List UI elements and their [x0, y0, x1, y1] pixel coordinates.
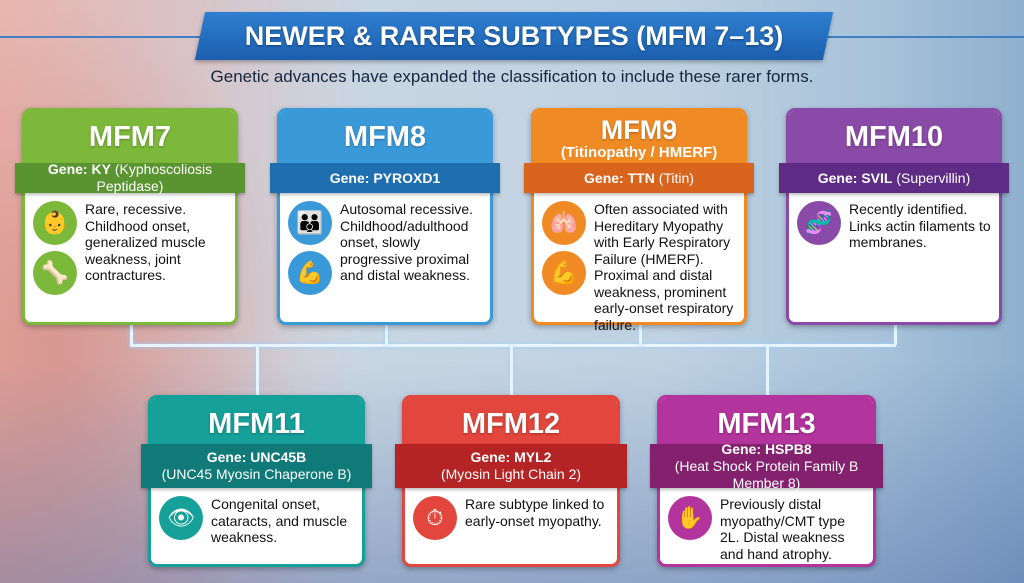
- card-body: ⏱ Rare subtype linked to early-onset myo…: [405, 488, 617, 564]
- gene-symbol: SVIL: [861, 169, 893, 186]
- subtype-name: MFM10: [844, 121, 944, 153]
- gene-label: Gene:: [329, 169, 370, 186]
- subtype-description: Often associated with Hereditary Myopath…: [594, 201, 734, 333]
- card-header: MFM10: [789, 111, 999, 172]
- gene-full-name: (Myosin Light Chain 2): [440, 466, 582, 482]
- gene-label: Gene:: [206, 449, 247, 465]
- knee-joint-icon: 🦴: [33, 251, 77, 295]
- gene-full-name: (Titin): [658, 169, 694, 186]
- connector: [130, 325, 133, 345]
- gene-symbol: HSPB8: [764, 440, 812, 457]
- page-subtitle: Genetic advances have expanded the class…: [210, 67, 814, 86]
- card-header: MFM12: [405, 398, 617, 446]
- gene-symbol: PYROXD1: [373, 169, 441, 186]
- card-mfm7: MFM7 Gene: KY (Kyphoscoliosis Peptidase)…: [15, 108, 245, 325]
- gene-full-name: (Heat Shock Protein Family B Member 8): [674, 457, 859, 491]
- gene-band: Gene: SVIL (Supervillin): [779, 163, 1009, 193]
- clock-muscle-icon: ⏱: [413, 496, 457, 540]
- title-rule-right: [818, 36, 1024, 38]
- connector-horizontal: [130, 344, 896, 347]
- gene-band: Gene: UNC45B (UNC45 Myosin Chaperone B): [141, 444, 372, 488]
- subtype-description: Congenital onset, cataracts, and muscle …: [211, 496, 348, 545]
- lungs-icon: 🫁: [542, 201, 586, 245]
- hand-icon: ✋: [668, 496, 712, 540]
- card-body: ✋ Previously distal myopathy/CMT type 2L…: [660, 488, 873, 564]
- title-rule-left: [0, 36, 210, 38]
- gene-label: Gene:: [817, 169, 858, 186]
- card-header: MFM7: [25, 111, 235, 172]
- card-mfm9: MFM9 (Titinopathy / HMERF) Gene: TTN (Ti…: [524, 108, 754, 333]
- subtype-description: Rare subtype linked to early-onset myopa…: [465, 496, 605, 529]
- gene-band: Gene: KY (Kyphoscoliosis Peptidase): [15, 161, 245, 194]
- subtype-description: Rare, recessive. Childhood onset, genera…: [85, 201, 206, 283]
- subtype-description: Autosomal recessive. Childhood/adulthood…: [340, 201, 474, 283]
- subtype-alias: (Titinopathy / HMERF): [560, 144, 718, 161]
- gene-full-name: (Kyphoscoliosis Peptidase): [96, 161, 213, 194]
- muscle-icon: 💪: [288, 251, 332, 295]
- card-header: MFM8: [280, 111, 490, 172]
- gene-symbol: UNC45B: [250, 449, 307, 465]
- gene-symbol: KY: [91, 161, 111, 177]
- connector: [894, 325, 897, 345]
- subtype-name: MFM11: [208, 408, 305, 440]
- gene-band: Gene: PYROXD1: [270, 163, 500, 193]
- subtype-description: Previously distal myopathy/CMT type 2L. …: [720, 496, 846, 562]
- card-mfm8: MFM8 Gene: PYROXD1 👪 💪 Autosomal recessiv…: [270, 108, 500, 325]
- gene-label: Gene:: [584, 169, 624, 186]
- child-adult-icon: 👪: [288, 201, 332, 245]
- gene-symbol: MYL2: [514, 449, 552, 465]
- gene-symbol: TTN: [627, 169, 655, 186]
- gene-full-name: (Supervillin): [896, 169, 971, 186]
- gene-band: Gene: TTN (Titin): [524, 163, 754, 193]
- subtype-name: MFM8: [343, 121, 427, 153]
- card-body: 🧬 Recently identified. Links actin filam…: [789, 193, 999, 322]
- connector: [510, 345, 513, 395]
- subtype-name: MFM12: [461, 408, 561, 440]
- card-body: 👪 💪 Autosomal recessive. Childhood/adulth…: [280, 193, 490, 322]
- subtype-name: MFM13: [717, 408, 816, 440]
- subtype-name: MFM9: [600, 115, 678, 145]
- card-mfm11: MFM11 Gene: UNC45B (UNC45 Myosin Chapero…: [141, 395, 372, 567]
- subtype-description: Recently identified. Links actin filamen…: [849, 201, 991, 250]
- card-body: 👶 🦴 Rare, recessive. Childhood onset, gen…: [25, 193, 235, 322]
- connector: [385, 325, 388, 345]
- card-header: MFM9 (Titinopathy / HMERF): [534, 111, 744, 172]
- card-header: MFM11: [151, 398, 362, 446]
- card-mfm12: MFM12 Gene: MYL2 (Myosin Light Chain 2) …: [395, 395, 627, 567]
- gene-band: Gene: HSPB8 (Heat Shock Protein Family B…: [650, 440, 883, 491]
- connector: [256, 345, 259, 395]
- card-mfm13: MFM13 Gene: HSPB8 (Heat Shock Protein Fa…: [650, 395, 883, 567]
- infant-eye-icon: 👁: [159, 496, 203, 540]
- baby-icon: 👶: [33, 201, 77, 245]
- gene-full-name: (UNC45 Myosin Chaperone B): [161, 466, 352, 482]
- card-body: 👁 Congenital onset, cataracts, and muscl…: [151, 488, 362, 564]
- gene-label: Gene:: [721, 440, 762, 457]
- muscle-icon: 💪: [542, 251, 586, 295]
- connector: [766, 345, 769, 395]
- gene-label: Gene:: [47, 161, 88, 177]
- subtype-name: MFM7: [88, 121, 172, 153]
- card-header: MFM13: [660, 398, 873, 446]
- page-title: NEWER & RARER SUBTYPES (MFM 7–13): [244, 21, 784, 51]
- card-mfm10: MFM10 Gene: SVIL (Supervillin) 🧬 Recentl…: [779, 108, 1009, 325]
- gene-band: Gene: MYL2 (Myosin Light Chain 2): [395, 444, 627, 488]
- gene-label: Gene:: [470, 449, 511, 465]
- protein-filament-icon: 🧬: [797, 201, 841, 245]
- connector: [639, 325, 642, 345]
- card-body: 🫁 💪 Often associated with Hereditary Myop…: [534, 193, 744, 333]
